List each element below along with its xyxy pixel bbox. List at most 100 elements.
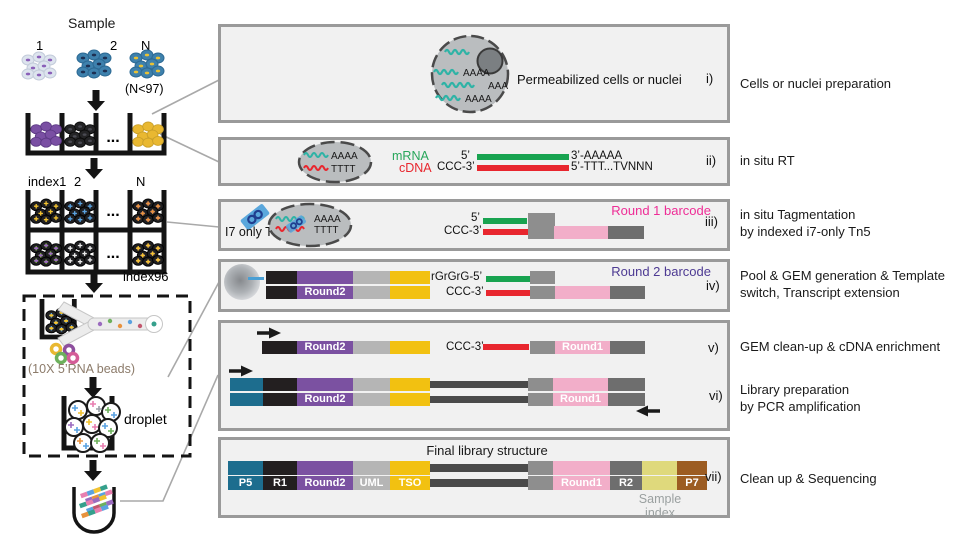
- r1-segment: [263, 393, 297, 406]
- panel-ii-number: ii): [706, 153, 717, 168]
- i7-adapter-segment: [610, 341, 645, 354]
- tso-primer-label: 5’-TTT...TVNNN: [571, 161, 653, 173]
- round1-barcode-segment: Round1: [553, 476, 610, 490]
- mrna-strand-bar: [477, 154, 569, 160]
- round1-barcode-segment: [553, 461, 610, 475]
- index1-label: index1: [28, 174, 66, 189]
- tso-segment: [390, 378, 430, 391]
- uml-segment: [353, 271, 390, 284]
- index2-label: 2: [74, 174, 81, 189]
- tso-segment: [390, 461, 430, 475]
- indexn-label: N: [136, 174, 145, 189]
- i7-adapter-segment: [608, 226, 644, 239]
- cdna-insert-bar: [430, 381, 528, 388]
- sample-index-caption: Sample index: [638, 492, 682, 520]
- i7-adapter-segment: [610, 286, 645, 299]
- indexed-cells-green-purple-icon: [30, 240, 62, 267]
- five-prime-label: 5’: [461, 150, 470, 162]
- indexed-cells-pink-icon: [132, 198, 164, 225]
- tso-segment: TSO: [390, 476, 430, 490]
- round2-segment: Round2: [297, 286, 353, 299]
- cdna-insert-bar: [430, 479, 528, 487]
- mrna-squiggle-icon: [303, 152, 329, 158]
- microfluidic-chip-icon: [57, 301, 163, 347]
- r1-segment: [266, 271, 297, 284]
- ccc-label: CCC-3’: [446, 341, 484, 353]
- tso-segment: [390, 286, 430, 299]
- final-library-title: Final library structure: [426, 443, 548, 458]
- down-arrow-icon: [87, 90, 105, 111]
- sample-title: Sample: [68, 15, 116, 31]
- caption-i: Cells or nuclei preparation: [740, 76, 892, 91]
- polyt-text: TTTT: [314, 225, 338, 236]
- library-tube-icon: [72, 484, 116, 534]
- p5-segment: P5: [228, 476, 263, 490]
- ccc-label: CCC-3’: [446, 286, 484, 298]
- cdna-strand-bar: [486, 290, 530, 296]
- sample-1-label: 1: [36, 38, 43, 53]
- panel-iv-number: iv): [706, 278, 720, 293]
- uml-segment: [353, 461, 390, 475]
- p5-segment: [230, 378, 263, 391]
- cell-rt-icon: AAAA TTTT: [297, 140, 373, 184]
- panel-vi-number: vi): [709, 388, 723, 403]
- cdna-squiggle-icon: [303, 165, 329, 171]
- panel-vii-number: vii): [705, 469, 722, 484]
- r2-segment: R2: [610, 476, 642, 490]
- panel-v-vi: Round2 CCC-3’ Round1 v) Round2 Round1: [218, 320, 730, 431]
- wells-ellipsis: ...: [106, 203, 119, 220]
- p7-segment: P7: [677, 476, 707, 490]
- down-arrow-icon: [85, 158, 103, 179]
- caption-v: GEM clean-up & cDNA enrichment: [740, 339, 941, 354]
- mrna-strand-bar: [486, 276, 530, 282]
- p5-segment: [230, 393, 263, 406]
- tn5-transposase-icon: [240, 204, 270, 230]
- caption-ii: in situ RT: [740, 153, 795, 168]
- round2-segment: Round2: [297, 393, 353, 406]
- mrna-squiggles-icon: [433, 48, 475, 102]
- uml-segment: [353, 378, 390, 391]
- sample-count-note: (N<97): [125, 82, 164, 96]
- three-prime-polya-label: 3’-AAAAA: [571, 150, 623, 162]
- indexed-cells-pink-yellow-icon: [132, 240, 164, 267]
- adapter-segment: [528, 378, 553, 391]
- p5-segment: [228, 461, 263, 475]
- uml-segment: [353, 341, 390, 354]
- well-black-cells-icon: [64, 121, 96, 148]
- adapter-segment: [528, 393, 553, 406]
- sample-n-label: N: [141, 38, 150, 53]
- gel-beads-icon: [49, 342, 80, 365]
- well-purple-cells-icon: [30, 121, 62, 148]
- panel-iv: rGrGrG-5’ Round2 CCC-3’ Round 2 barcode …: [218, 259, 730, 312]
- mrna-strand-bar: [483, 218, 527, 224]
- round1-barcode-segment: Round1: [555, 341, 610, 354]
- r1-segment: [262, 341, 297, 354]
- gel-bead-icon: [224, 264, 260, 300]
- r1-segment: R1: [263, 476, 297, 490]
- indexed-cells-yellow-icon: [30, 198, 62, 225]
- cdna-strand-bar: [477, 165, 569, 171]
- connector-wells-to-panel-i: [151, 79, 220, 115]
- sample-n-cells-icon: [129, 49, 165, 79]
- round1-barcode-segment: [555, 286, 610, 299]
- indexed-cells-white-icon: [64, 240, 96, 267]
- adapter-segment: [530, 341, 555, 354]
- down-arrow-icon: [84, 460, 102, 481]
- round2-segment: [297, 271, 353, 284]
- round1-barcode-segment: [554, 226, 608, 239]
- indexed-cells-blue-icon: [64, 198, 96, 225]
- nucleus-icon: [476, 47, 504, 75]
- polya-text: AAAA: [314, 214, 341, 225]
- wells-ellipsis: ...: [106, 129, 119, 146]
- polya-text: AAAA: [463, 68, 490, 79]
- i7-adapter-segment: [608, 393, 645, 406]
- round1-barcode-title: Round 1 barcode: [611, 203, 711, 218]
- tn5-in-cell-icon: [286, 215, 306, 233]
- ccc-label: CCC-3’: [444, 225, 482, 237]
- p7-segment: [677, 461, 707, 475]
- tso-segment: [390, 393, 430, 406]
- forward-primer-arrow-icon: [257, 327, 281, 339]
- caption-iii: in situ Tagmentation by indexed i7-only T…: [740, 207, 871, 239]
